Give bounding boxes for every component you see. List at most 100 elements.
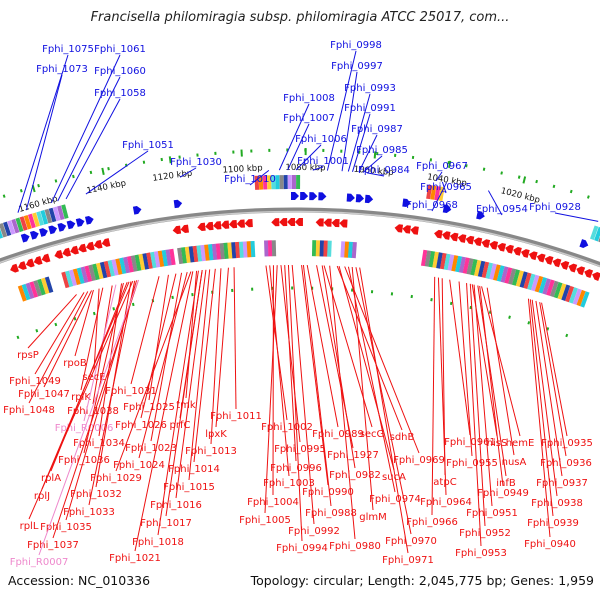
reverse-gene-arrow: [172, 225, 182, 235]
reverse-gene-label: Fphi_0951: [466, 508, 518, 519]
forward-gene-label: Fphi_0968: [406, 200, 458, 211]
feature-block-outer: [0, 224, 4, 239]
forward-gene-leader: [347, 93, 371, 172]
forward-gene-arrow: [579, 239, 589, 248]
feature-block-outer: [3, 221, 12, 237]
tick-mark: [448, 160, 452, 168]
reverse-gene-arrow: [410, 226, 419, 235]
feature-block: [420, 249, 428, 267]
map-title: Francisella philomiragia subsp. philomir…: [90, 10, 510, 25]
reverse-gene-leader: [210, 268, 222, 445]
reverse-gene-arrow: [592, 272, 600, 281]
feature-block-outer: [271, 175, 276, 190]
reverse-gene-leader: [479, 285, 504, 487]
reverse-gene-label: Fphi_0952: [459, 528, 511, 539]
feature-block-outer: [0, 222, 8, 238]
forward-gene-leader: [367, 172, 385, 177]
forward-gene-arrow: [75, 218, 85, 227]
reverse-gene-leader: [527, 298, 551, 538]
reverse-gene-arrow: [85, 241, 95, 251]
forward-gene-label: Fphi_1073: [36, 64, 88, 75]
reverse-gene-arrow: [457, 234, 467, 243]
reverse-gene-label: Fphi_0949: [477, 488, 529, 499]
reverse-gene-leader: [165, 270, 203, 517]
feature-block: [572, 288, 582, 305]
forward-gene-arrow: [442, 204, 452, 214]
feature-block-outer: [590, 225, 599, 240]
reverse-gene-arrow: [93, 239, 103, 249]
reverse-gene-label: Fphi_1018: [132, 537, 184, 548]
feature-block: [557, 283, 567, 300]
reverse-gene-leader: [329, 265, 356, 540]
reverse-gene-leader: [535, 300, 563, 477]
reverse-gene-leader: [28, 280, 134, 520]
forward-gene-arrow: [300, 192, 309, 201]
forward-gene-arrow: [476, 210, 485, 220]
reverse-gene-label: infB: [496, 478, 516, 489]
reverse-gene-arrow: [25, 258, 35, 268]
reverse-gene-label: hemE: [506, 438, 535, 449]
feature-block: [351, 241, 357, 259]
feature-block-outer: [275, 175, 280, 190]
forward-gene-leader: [435, 171, 443, 182]
reverse-gene-label: Fphi_1026: [115, 420, 167, 431]
reverse-gene-label: Fphi_1005: [239, 515, 291, 526]
reverse-gene-leader: [287, 265, 303, 542]
reverse-gene-label: Fphi_1015: [163, 482, 215, 493]
forward-gene-label: Fphi_0993: [344, 83, 396, 94]
reverse-gene-arrow: [271, 218, 280, 227]
feature-block: [25, 282, 35, 300]
reverse-gene-leader: [280, 265, 301, 443]
reverse-gene-arrow: [279, 218, 288, 227]
feature-block: [527, 273, 536, 291]
forward-gene-label: Fphi_1030: [170, 157, 222, 168]
feature-block: [474, 259, 482, 277]
feature-block: [103, 260, 112, 278]
reverse-gene-label: Fphi_R0007: [10, 557, 69, 568]
forward-gene-label: Fphi_0997: [331, 61, 383, 72]
feature-block: [238, 241, 244, 258]
feature-block: [107, 260, 115, 277]
reverse-gene-label: Fphi_1004: [247, 497, 299, 508]
tick-label: 1080 kbp: [285, 163, 325, 173]
forward-gene-arrow: [346, 193, 355, 202]
forward-gene-leader: [487, 190, 503, 216]
reverse-gene-leader: [148, 274, 169, 401]
feature-block-outer: [267, 175, 272, 190]
reverse-gene-leader: [134, 271, 194, 552]
reverse-gene-label: Fphi_0938: [531, 498, 583, 509]
forward-gene-arrow: [66, 220, 76, 230]
feature-block: [88, 264, 97, 282]
reverse-gene-leader: [431, 276, 436, 516]
feature-block: [455, 255, 463, 273]
reverse-gene-leader: [264, 265, 278, 514]
feature-block: [344, 241, 350, 258]
feature-block: [44, 276, 54, 293]
feature-block: [481, 261, 490, 279]
feature-block: [231, 242, 237, 259]
reverse-gene-label: Fphi_0996: [270, 463, 322, 474]
reverse-gene-arrow: [244, 219, 253, 228]
reverse-gene-label: Fphi_0971: [382, 555, 434, 566]
reverse-gene-label: tmk: [176, 400, 196, 411]
reverse-gene-label: hisS: [487, 438, 508, 449]
reverse-gene-leader: [351, 266, 374, 511]
feature-block: [493, 264, 501, 281]
reverse-gene-arrow: [560, 261, 570, 270]
feature-block: [246, 241, 252, 258]
feature-block: [76, 267, 85, 284]
reverse-gene-arrow: [10, 263, 19, 273]
reverse-gene-label: Fphi_0992: [288, 526, 340, 537]
feature-block: [439, 252, 447, 270]
accession-label: Accession: NC_010336: [8, 573, 151, 588]
feature-block: [17, 285, 27, 302]
feature-block-outer: [19, 216, 28, 231]
reverse-gene-label: Fphi_1024: [113, 460, 165, 471]
forward-gene-arrow: [402, 198, 411, 207]
reverse-gene-leader: [359, 267, 409, 554]
reverse-gene-label: atpC: [433, 477, 456, 488]
reverse-gene-label: sdhB: [390, 432, 415, 443]
tick-label: 1100 kbp: [222, 163, 263, 175]
reverse-gene-arrow: [220, 220, 230, 229]
reverse-gene-arrow: [205, 221, 214, 231]
